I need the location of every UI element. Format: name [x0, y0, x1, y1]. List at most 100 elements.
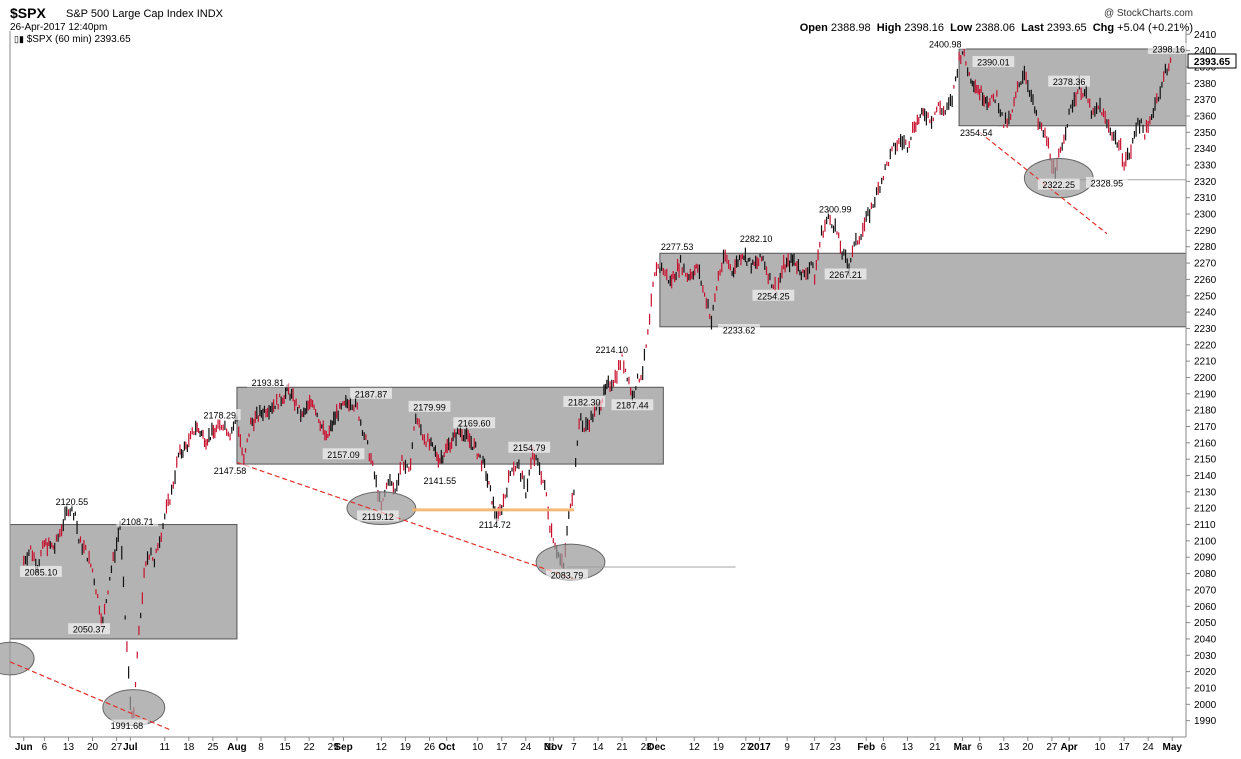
y-tick-label: 2230 [1194, 324, 1217, 335]
y-tick-label: 2220 [1194, 340, 1217, 351]
price-label-bg [611, 399, 654, 411]
series-label: ▯▮ $SPX (60 min) 2393.65 [14, 34, 131, 45]
y-axis: 1990 2000 2010 2020 2030 2040 2050 2060 2070 2080… [1186, 30, 1237, 727]
x-tick-label: 20 [87, 742, 99, 753]
highlight-ellipse [0, 641, 35, 676]
x-tick-label: 2017 [748, 742, 771, 753]
x-tick-label: 11 [160, 742, 171, 753]
price-label-bg [718, 324, 760, 336]
y-tick-label: 1990 [1194, 716, 1217, 727]
price-label: 2354.54 [960, 128, 993, 138]
y-tick-label: 2180 [1194, 406, 1217, 417]
x-tick-label: 10 [472, 742, 484, 753]
price-label-bg [453, 417, 496, 429]
x-tick-label: 9 [784, 742, 790, 753]
x-tick-label: May [1163, 742, 1183, 753]
price-label: 2157.09 [327, 450, 360, 460]
y-tick-label: 2160 [1194, 438, 1217, 449]
y-tick-label: 2260 [1194, 275, 1217, 286]
x-tick-label: 6 [977, 742, 983, 753]
y-tick-label: 2400 [1194, 46, 1217, 57]
x-tick-label: Sep [334, 742, 352, 753]
low-value: 2388.06 [975, 22, 1015, 34]
price-label-bg [752, 289, 795, 301]
price-series [23, 48, 1172, 719]
price-label-bg [350, 387, 392, 399]
y-tick-label: 2290 [1194, 226, 1217, 237]
price-label: 2169.60 [458, 419, 491, 429]
y-tick-label: 2270 [1194, 259, 1217, 270]
y-tick-label: 2250 [1194, 291, 1217, 302]
price-label: 2085.10 [25, 567, 58, 577]
price-label: 2300.99 [819, 205, 852, 215]
price-label-bg [209, 464, 251, 476]
price-label-bg [1086, 176, 1128, 188]
x-tick-label: Mar [954, 742, 972, 753]
price-label: 2147.58 [214, 466, 247, 476]
stockcharts-credit[interactable]: @ StockCharts.com [1103, 8, 1193, 19]
price-label: 2120.55 [56, 497, 89, 507]
price-label-bg [972, 56, 1015, 68]
price-label: 2322.25 [1042, 180, 1075, 190]
price-label-bg [955, 126, 998, 138]
price-label-bg [508, 441, 551, 453]
x-tick-label: 24 [520, 742, 532, 753]
x-tick-label: 31 [544, 742, 556, 753]
price-label: 2187.44 [616, 401, 649, 411]
price-label-bg [116, 515, 159, 527]
price-label-bg [656, 240, 698, 252]
price-label: 2378.36 [1053, 77, 1086, 87]
y-tick-label: 2030 [1194, 651, 1217, 662]
price-label: 2267.21 [829, 270, 862, 280]
y-tick-label: 2200 [1194, 373, 1217, 384]
trend-line [236, 461, 578, 581]
price-label-bg [814, 203, 857, 215]
y-tick-label: 2140 [1194, 471, 1217, 482]
price-label-bg [357, 510, 399, 522]
ticker-symbol: $SPX [10, 5, 46, 21]
x-tick-label: 17 [809, 742, 821, 753]
x-tick-label: 17 [496, 742, 508, 753]
price-label: 2083.79 [551, 571, 584, 581]
y-tick-label: 2150 [1194, 455, 1217, 466]
price-label-bg [322, 448, 365, 460]
x-tick-label: Jun [15, 742, 33, 753]
price-label: 2398.16 [1153, 44, 1186, 54]
y-tick-label: 2320 [1194, 177, 1217, 188]
open-label: Open [799, 22, 828, 34]
price-label: 2187.87 [355, 389, 388, 399]
x-tick-label: 27 [740, 742, 752, 753]
y-tick-label: 2020 [1194, 667, 1217, 678]
y-tick-label: 2070 [1194, 585, 1217, 596]
price-label-bg [106, 719, 148, 731]
price-label-bg [198, 409, 241, 421]
x-tick-label: 23 [830, 742, 842, 753]
price-label: 2214.10 [595, 345, 628, 355]
y-tick-label: 2210 [1194, 357, 1217, 368]
x-tick-label: Aug [227, 742, 246, 753]
x-tick-label: 24 [1143, 742, 1155, 753]
x-tick-label: Oct [438, 742, 455, 753]
price-label-bg [68, 623, 110, 635]
price-label: 2328.95 [1091, 178, 1124, 188]
last-price-box [1187, 53, 1237, 69]
price-label: 2119.12 [362, 512, 394, 522]
price-label-bg [1048, 75, 1090, 87]
y-tick-label: 2090 [1194, 553, 1217, 564]
y-tick-label: 2130 [1194, 487, 1217, 498]
y-tick-label: 2170 [1194, 422, 1217, 433]
x-tick-label: 25 [207, 742, 219, 753]
price-labels: 2120.55 2085.10 2050.37 1991.68 2108.71 2178.… [20, 38, 1190, 731]
price-label-bg [1147, 42, 1190, 54]
high-value: 2398.16 [904, 22, 945, 34]
y-tick-label: 2050 [1194, 618, 1217, 629]
price-label: 2108.71 [121, 517, 154, 527]
x-tick-label: 28 [641, 742, 653, 753]
y-tick-label: 2110 [1194, 520, 1216, 531]
price-label: 2277.53 [661, 242, 694, 252]
x-tick-label: 29 [328, 742, 340, 753]
y-tick-label: 2040 [1194, 634, 1217, 645]
chg-label: Chg [1092, 22, 1115, 34]
last-label: Last [1021, 22, 1044, 34]
y-tick-label: 2190 [1194, 389, 1217, 400]
